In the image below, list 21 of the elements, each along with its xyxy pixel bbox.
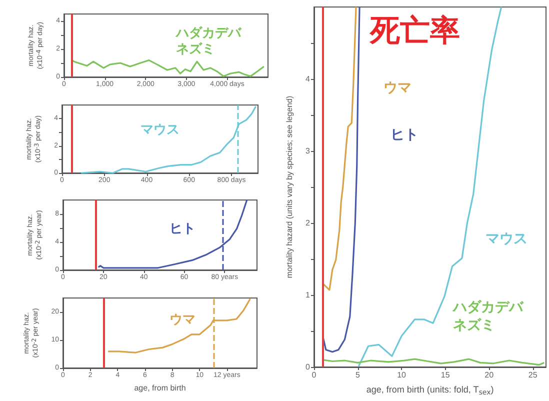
text: ヒト [390, 126, 419, 143]
series-label: ウマ [170, 312, 196, 328]
y-tick-label: 3 [306, 146, 311, 156]
x-tick-label: 20 [484, 370, 494, 380]
text: ハダカデバネズミ [452, 300, 524, 334]
y-axis-title: mortality hazard (units vary by species; see legend) [285, 96, 294, 278]
x-tick-label: 25 [528, 370, 538, 380]
x-axis-title: age, from birth [134, 383, 186, 392]
x-tick-label: 5 [356, 370, 361, 380]
y-tick-label: 0 [306, 362, 311, 372]
series-label: ヒト [170, 222, 196, 236]
x-tick-label: 10 [397, 370, 407, 380]
text: ウマ [384, 80, 412, 96]
series-label: マウス [486, 231, 528, 248]
y-tick-label: 2 [306, 218, 311, 228]
text: マウス [140, 122, 180, 138]
y-tick-label: 1 [306, 290, 311, 300]
series-label: ハダカデバネズミ [175, 26, 242, 57]
x-tick-label: 15 [440, 370, 450, 380]
x-tick-label: 0 [312, 370, 317, 380]
chart-title: 死亡率 [369, 14, 460, 48]
